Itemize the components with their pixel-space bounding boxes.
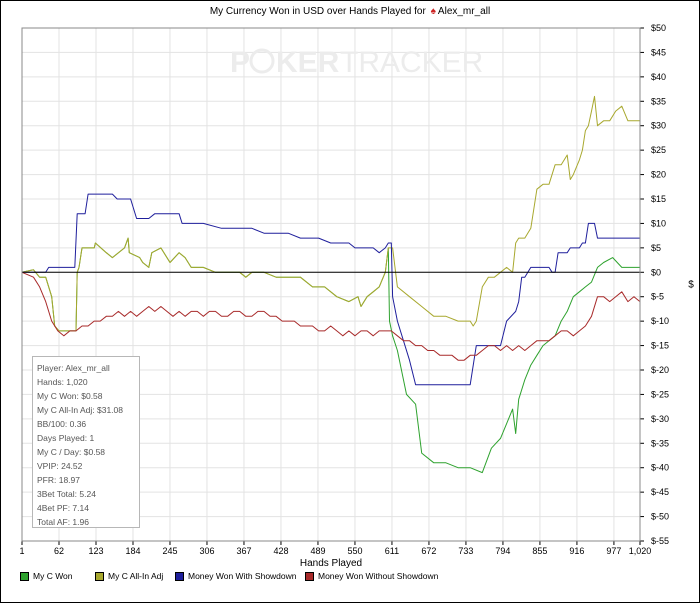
legend-item[interactable]: Money Won Without Showdown xyxy=(305,571,438,581)
y-tick-label: $20 xyxy=(651,170,666,180)
legend-label: My C All-In Adj xyxy=(108,571,164,581)
series-line-1 xyxy=(21,95,640,332)
y-tick-label: $30 xyxy=(651,121,666,131)
watermark-chip-icon xyxy=(249,48,275,74)
y-tick-label: $-50 xyxy=(651,512,669,522)
x-tick-label: 1 xyxy=(19,546,24,556)
y-tick-label: $5 xyxy=(651,243,661,253)
y-tick-label: $10 xyxy=(651,218,666,228)
x-tick-label: 428 xyxy=(273,546,288,556)
x-tick-label: 489 xyxy=(310,546,325,556)
legend-swatch xyxy=(95,572,104,581)
stats-line: Hands: 1,020 xyxy=(37,377,88,387)
y-tick-label: $40 xyxy=(651,72,666,82)
stats-line: PFR: 18.97 xyxy=(37,475,80,485)
y-tick-label: $-30 xyxy=(651,414,669,424)
chart-title: My Currency Won in USD over Hands Played… xyxy=(0,6,700,17)
x-tick-label: 794 xyxy=(495,546,510,556)
x-tick-label: 733 xyxy=(458,546,473,556)
x-tick-label: 306 xyxy=(199,546,214,556)
chart-title-text: My Currency Won in USD over Hands Played… xyxy=(209,6,426,17)
pokertracker-watermark: P KER TRACKER xyxy=(230,46,483,79)
series-line-3 xyxy=(21,271,641,361)
series-line-2 xyxy=(22,193,640,386)
legend-swatch xyxy=(175,572,184,581)
plot-border xyxy=(21,27,641,542)
y-tick-label: $0 xyxy=(651,267,661,277)
x-tick-label: 977 xyxy=(606,546,621,556)
legend-item[interactable]: My C Won xyxy=(20,571,73,581)
stats-box: Player: Alex_mr_all Hands: 1,020 My C Won:… xyxy=(32,356,140,528)
axis-layer: $50 $45 $40 $35 $30 $25 $20 $15 $10 $5 $0 $-5 $-10 $-… xyxy=(19,23,669,556)
stats-line: My C / Day: $0.58 xyxy=(37,447,106,457)
x-tick-label: 855 xyxy=(532,546,547,556)
legend: My C Won My C All-In Adj Money Won With Sh… xyxy=(20,571,680,587)
x-tick-label: 184 xyxy=(125,546,140,556)
y-tick-label: $-15 xyxy=(651,341,669,351)
watermark-text-ker: KER xyxy=(276,46,340,79)
legend-label: Money Won With Showdown xyxy=(188,571,297,581)
y-tick-label: $-20 xyxy=(651,365,669,375)
y-tick-label: $-55 xyxy=(651,536,669,546)
watermark-text-p: P xyxy=(230,46,250,79)
legend-swatch xyxy=(20,572,29,581)
player-name: Alex_mr_all xyxy=(437,6,491,17)
x-tick-label: 672 xyxy=(421,546,436,556)
stats-line: BB/100: 0.36 xyxy=(37,419,87,429)
x-tick-label: 611 xyxy=(385,546,399,556)
stats-line: Total AF: 1.96 xyxy=(37,517,89,527)
y-tick-label: $-10 xyxy=(651,316,669,326)
series-layer xyxy=(21,95,641,474)
y-tick-label: $-40 xyxy=(651,463,669,473)
x-tick-label: 62 xyxy=(54,546,64,556)
legend-label: My C Won xyxy=(33,571,73,581)
y-tick-label: $25 xyxy=(651,145,666,155)
legend-label: Money Won Without Showdown xyxy=(318,571,439,581)
x-tick-label: 916 xyxy=(569,546,584,556)
y-tick-label: $-5 xyxy=(651,292,664,302)
legend-item[interactable]: My C All-In Adj xyxy=(95,571,163,581)
stats-line: My C All-In Adj: $31.08 xyxy=(37,405,123,415)
stats-line: My C Won: $0.58 xyxy=(37,391,103,401)
x-tick-label: 367 xyxy=(236,546,251,556)
y-tick-label: $-45 xyxy=(651,487,669,497)
x-axis-title: Hands Played xyxy=(300,558,362,569)
stats-line: 4Bet PF: 7.14 xyxy=(37,503,89,513)
y-tick-label: $35 xyxy=(651,96,666,106)
x-tick-label: 550 xyxy=(347,546,362,556)
y-tick-label: $-35 xyxy=(651,438,669,448)
legend-swatch xyxy=(305,572,314,581)
legend-item[interactable]: Money Won With Showdown xyxy=(175,571,297,581)
y-tick-label: $50 xyxy=(651,23,666,33)
watermark-text-tracker: TRACKER xyxy=(340,46,483,79)
y-tick-label: $15 xyxy=(651,194,666,204)
stats-line: VPIP: 24.52 xyxy=(37,461,83,471)
x-tick-label: 245 xyxy=(162,546,177,556)
y-tick-label: $45 xyxy=(651,47,666,57)
stats-line: Days Played: 1 xyxy=(37,433,95,443)
stats-line: 3Bet Total: 5.24 xyxy=(37,489,96,499)
y-axis-title: $ xyxy=(688,280,694,291)
x-tick-label: 123 xyxy=(88,546,103,556)
stats-line: Player: Alex_mr_all xyxy=(37,363,110,373)
x-tick-label: 1,020 xyxy=(629,546,652,556)
pokerstars-logo-icon: ♠ xyxy=(430,6,436,17)
y-tick-label: $-25 xyxy=(651,389,669,399)
